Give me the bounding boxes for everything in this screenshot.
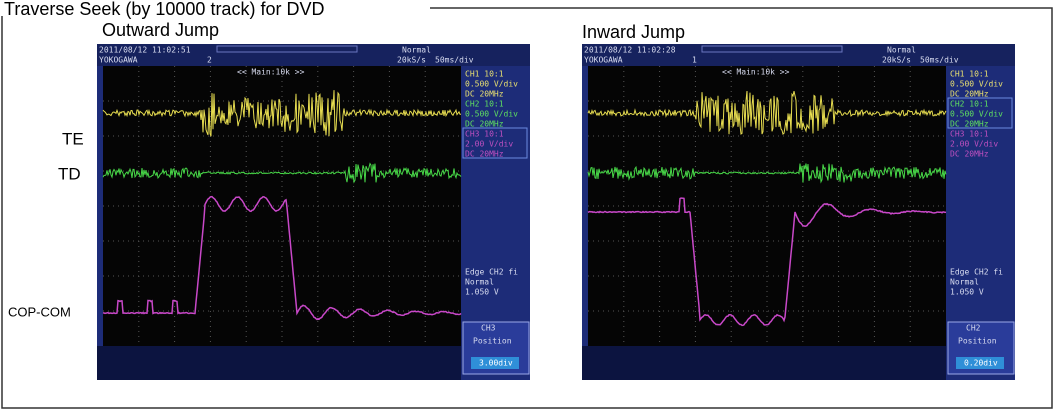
trace-label: COP-COM xyxy=(8,304,71,319)
position-value: 0.20div xyxy=(964,359,998,368)
channel-info: CH3 10:1 xyxy=(950,130,989,139)
record: 2 xyxy=(207,56,212,65)
trace-label: TD xyxy=(58,164,81,183)
channel-info: CH2 10:1 xyxy=(950,100,989,109)
figure-title: Traverse Seek (by 10000 track) for DVD xyxy=(4,0,324,19)
mode: Normal xyxy=(402,46,431,55)
trigger-info: 1.050 V xyxy=(465,288,499,297)
channel-info: DC 20MHz xyxy=(465,120,504,129)
mode: Normal xyxy=(887,46,916,55)
trigger-info: Edge CH2 fi xyxy=(950,268,1003,277)
record: 1 xyxy=(692,56,697,65)
channel-info: 0.500 V/div xyxy=(950,80,1003,89)
channel-info: 0.500 V/div xyxy=(950,110,1003,119)
softkey-label: CH2 xyxy=(966,324,981,333)
channel-info: DC 20MHz xyxy=(950,90,989,99)
brand: YOKOGAWA xyxy=(584,56,623,65)
trigger-info: Normal xyxy=(950,278,979,287)
position-label: Position xyxy=(473,337,512,346)
channel-info: DC 20MHz xyxy=(465,90,504,99)
channel-info: CH3 10:1 xyxy=(465,130,504,139)
bottom-strip xyxy=(97,346,461,380)
position-label: Position xyxy=(958,337,997,346)
channel-info: DC 20MHz xyxy=(950,120,989,129)
channel-info: DC 20MHz xyxy=(950,150,989,159)
rate: 20kS/s xyxy=(397,56,426,65)
panel-title: Inward Jump xyxy=(582,22,685,42)
zoom: << Main:10k >> xyxy=(237,68,305,77)
timebase: 50ms/div xyxy=(435,56,474,65)
channel-info: CH1 10:1 xyxy=(465,70,504,79)
brand: YOKOGAWA xyxy=(99,56,138,65)
timestamp: 2011/08/12 11:02:28 xyxy=(584,46,676,55)
channel-info: 2.00 V/div xyxy=(950,140,998,149)
channel-info: 0.500 V/div xyxy=(465,110,518,119)
trigger-info: 1.050 V xyxy=(950,288,984,297)
channel-info: CH2 10:1 xyxy=(465,100,504,109)
channel-info: CH1 10:1 xyxy=(950,70,989,79)
position-value: 3.00div xyxy=(479,359,513,368)
channel-info: 2.00 V/div xyxy=(465,140,513,149)
timebase: 50ms/div xyxy=(920,56,959,65)
timestamp: 2011/08/12 11:02:51 xyxy=(99,46,191,55)
channel-info: 0.500 V/div xyxy=(465,80,518,89)
softkey-label: CH3 xyxy=(481,324,496,333)
panel-title: Outward Jump xyxy=(102,20,219,40)
figure: Traverse Seek (by 10000 track) for DVD T… xyxy=(0,0,1055,413)
trigger-info: Edge CH2 fi xyxy=(465,268,518,277)
channel-info: DC 20MHz xyxy=(465,150,504,159)
rate: 20kS/s xyxy=(882,56,911,65)
trigger-info: Normal xyxy=(465,278,494,287)
zoom: << Main:10k >> xyxy=(722,68,790,77)
trace-label: TE xyxy=(62,129,84,148)
bottom-strip xyxy=(582,346,946,380)
